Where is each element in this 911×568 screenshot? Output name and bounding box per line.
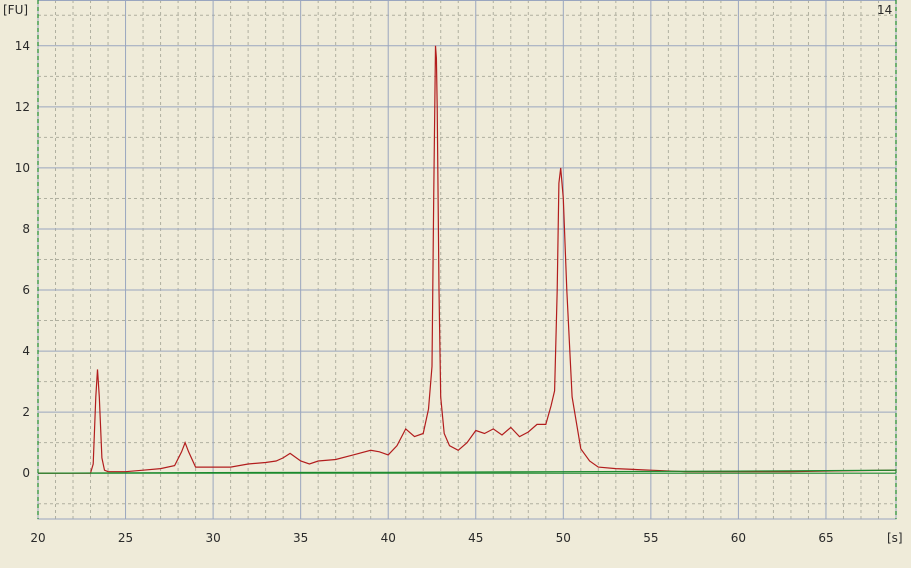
x-tick-label: 25 bbox=[118, 531, 133, 545]
y-tick-label: 6 bbox=[22, 283, 30, 297]
x-tick-label: 50 bbox=[556, 531, 571, 545]
y-tick-label: 4 bbox=[22, 344, 30, 358]
y-tick-label: 2 bbox=[22, 405, 30, 419]
axis-layer: 20 25 30 35 40 45 50 55 60 65 0 2 4 6 8 10 12 14 bbox=[15, 0, 897, 545]
x-tick-label: 40 bbox=[381, 531, 396, 545]
x-tick-label: 55 bbox=[643, 531, 658, 545]
y-tick-label: 8 bbox=[22, 222, 30, 236]
x-axis-unit-label: [s] bbox=[887, 531, 903, 545]
y-tick-label: 0 bbox=[22, 466, 30, 480]
y-tick-label: 14 bbox=[15, 39, 30, 53]
label-layer: [FU] [s] 14 bbox=[3, 3, 903, 545]
series-layer bbox=[37, 45, 897, 474]
corner-value-label: 14 bbox=[877, 3, 892, 17]
x-tick-label: 20 bbox=[30, 531, 45, 545]
y-tick-label: 12 bbox=[15, 100, 30, 114]
grid-layer bbox=[37, 0, 896, 519]
x-tick-label: 45 bbox=[468, 531, 483, 545]
series-trace bbox=[38, 45, 897, 474]
x-tick-label: 30 bbox=[205, 531, 220, 545]
x-tick-label: 65 bbox=[818, 531, 833, 545]
x-tick-label: 60 bbox=[731, 531, 746, 545]
x-tick-label: 35 bbox=[293, 531, 308, 545]
y-axis-unit-label: [FU] bbox=[3, 3, 28, 17]
y-tick-label: 10 bbox=[15, 161, 30, 175]
baseline-trace bbox=[37, 469, 897, 474]
